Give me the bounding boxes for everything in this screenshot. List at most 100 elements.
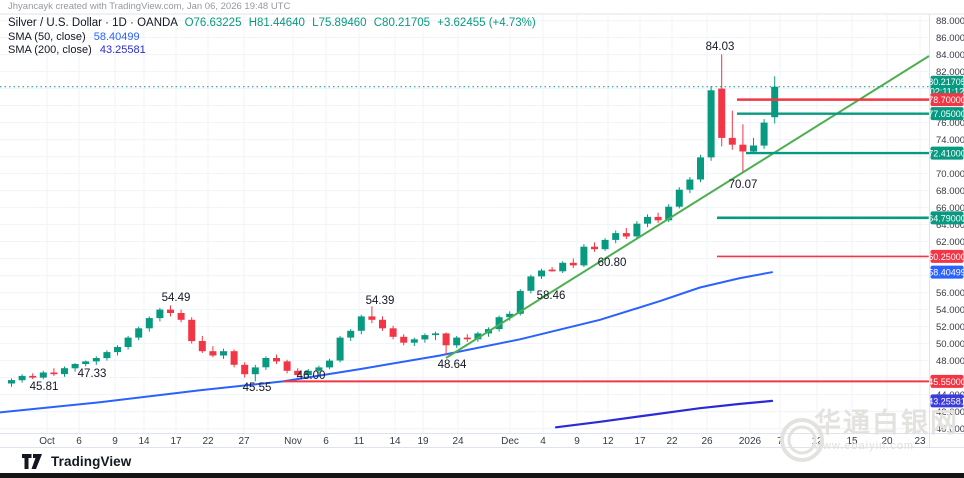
time-tick-label: 26 bbox=[701, 436, 713, 447]
candle bbox=[728, 137, 736, 145]
price-tick-label: 88.00000 bbox=[936, 16, 964, 27]
candle bbox=[432, 333, 439, 336]
candle bbox=[750, 145, 757, 152]
time-tick-label: 9 bbox=[574, 436, 580, 447]
candle bbox=[347, 330, 355, 338]
annotation-label: 45.55 bbox=[243, 382, 272, 394]
candle bbox=[718, 88, 726, 138]
candle bbox=[771, 86, 779, 118]
tradingview-logo-icon[interactable] bbox=[22, 453, 44, 469]
time-tick-label: 24 bbox=[452, 436, 464, 447]
time-tick-label: 27 bbox=[238, 436, 250, 447]
price-badge bbox=[930, 265, 964, 279]
axis-borders bbox=[0, 13, 964, 448]
annotation-label: 60.80 bbox=[598, 257, 627, 269]
candle bbox=[739, 144, 747, 152]
candle bbox=[622, 233, 630, 237]
symbol-meta: · 1D · OANDA bbox=[105, 17, 178, 29]
candle bbox=[273, 358, 280, 362]
candle bbox=[283, 361, 291, 371]
countdown-label: 02:11:12 bbox=[930, 87, 964, 97]
time-tick-label: 22 bbox=[202, 436, 214, 447]
price-badge bbox=[930, 211, 964, 225]
candle bbox=[400, 336, 408, 343]
candle bbox=[675, 189, 683, 207]
drawings-layer[interactable] bbox=[283, 55, 930, 383]
price-badge-label: 45.55000 bbox=[928, 377, 964, 387]
bottom-black-bar bbox=[0, 473, 964, 478]
time-tick-label: 23 bbox=[914, 436, 926, 447]
candle bbox=[389, 328, 397, 337]
sma200-legend-row[interactable]: SMA (200, close) 43.25581 bbox=[8, 44, 536, 58]
price-tick-label: 84.00000 bbox=[936, 50, 964, 61]
price-tick-label: 66.00000 bbox=[936, 203, 964, 214]
candle bbox=[177, 313, 185, 320]
candle bbox=[686, 179, 694, 190]
annotation-label: 47.33 bbox=[78, 368, 107, 380]
candle bbox=[230, 351, 238, 365]
candle bbox=[8, 380, 15, 384]
footer: TradingView bbox=[22, 451, 131, 471]
sma50-value: 58.40499 bbox=[93, 30, 140, 43]
price-badge-label: 60.25000 bbox=[928, 252, 964, 262]
symbol-legend-row[interactable]: Silver / U.S. Dollar · 1D · OANDA O76.63… bbox=[8, 17, 536, 31]
candle bbox=[50, 372, 58, 375]
sma200-value: 43.25581 bbox=[99, 44, 146, 56]
candle bbox=[82, 361, 90, 364]
price-tick-label: 76.00000 bbox=[936, 118, 964, 129]
time-axis[interactable]: Oct 6 9 14 17 22 27 Nov 6 11 14 19 24 Dec 4 9 12 17 22 26 20… bbox=[39, 436, 926, 447]
candle bbox=[61, 368, 68, 375]
sma200-line bbox=[554, 399, 774, 429]
candle bbox=[474, 333, 482, 340]
candle bbox=[665, 206, 673, 221]
annotation-label: 46.00 bbox=[297, 370, 326, 382]
price-badge bbox=[930, 93, 964, 107]
candle bbox=[591, 246, 598, 250]
ohlc-values: O76.63225 H81.44640 L75.89460 C80.21705 … bbox=[181, 17, 536, 29]
candle bbox=[156, 309, 164, 319]
price-tick-label: 52.00000 bbox=[936, 322, 964, 333]
candle bbox=[548, 269, 556, 272]
close-value: C80.21705 bbox=[373, 17, 431, 29]
time-tick-label: 7 bbox=[777, 436, 783, 447]
candle bbox=[251, 367, 259, 375]
time-tick-label: 22 bbox=[666, 436, 678, 447]
candle bbox=[633, 223, 641, 237]
price-badge bbox=[930, 146, 964, 160]
time-tick-label: Nov bbox=[284, 436, 302, 447]
candle bbox=[559, 262, 567, 272]
price-tick-label: 70.00000 bbox=[936, 169, 964, 180]
candle bbox=[220, 351, 227, 356]
sma50-legend-row[interactable]: SMA (50, close) 58.40499 bbox=[8, 31, 536, 45]
price-tick-label: 56.00000 bbox=[936, 288, 964, 299]
time-tick-label: 11 bbox=[354, 436, 365, 447]
candle bbox=[707, 90, 715, 158]
time-tick-label: 9 bbox=[112, 436, 118, 447]
candle bbox=[209, 351, 217, 356]
attribution-text: Jhyancayk created with TradingView.com, … bbox=[8, 1, 291, 12]
candle bbox=[18, 375, 26, 381]
price-axis[interactable]: 88.00000 86.00000 84.00000 82.00000 76.00000… bbox=[928, 16, 964, 435]
candle bbox=[71, 364, 79, 369]
time-tick-label: 2026 bbox=[739, 436, 762, 447]
candle bbox=[198, 341, 206, 352]
price-tick-label: 48.00000 bbox=[936, 356, 964, 367]
change-value: +3.62455 (+4.73%) bbox=[437, 17, 536, 29]
time-tick-label: Dec bbox=[501, 436, 519, 447]
price-badge bbox=[930, 394, 964, 408]
candle bbox=[527, 276, 535, 291]
candle bbox=[580, 246, 588, 266]
price-badge-label: 58.40499 bbox=[928, 268, 964, 278]
price-tick-label: 40.00000 bbox=[936, 424, 964, 435]
price-badge-label: 78.70000 bbox=[928, 95, 964, 105]
candle bbox=[326, 360, 333, 368]
candle bbox=[697, 157, 704, 180]
time-tick-label: 15 bbox=[846, 436, 858, 447]
price-tick-label: 62.00000 bbox=[936, 237, 964, 248]
candle bbox=[760, 122, 768, 146]
candles-layer[interactable] bbox=[8, 54, 779, 387]
candle bbox=[654, 216, 662, 221]
candle bbox=[188, 319, 196, 342]
